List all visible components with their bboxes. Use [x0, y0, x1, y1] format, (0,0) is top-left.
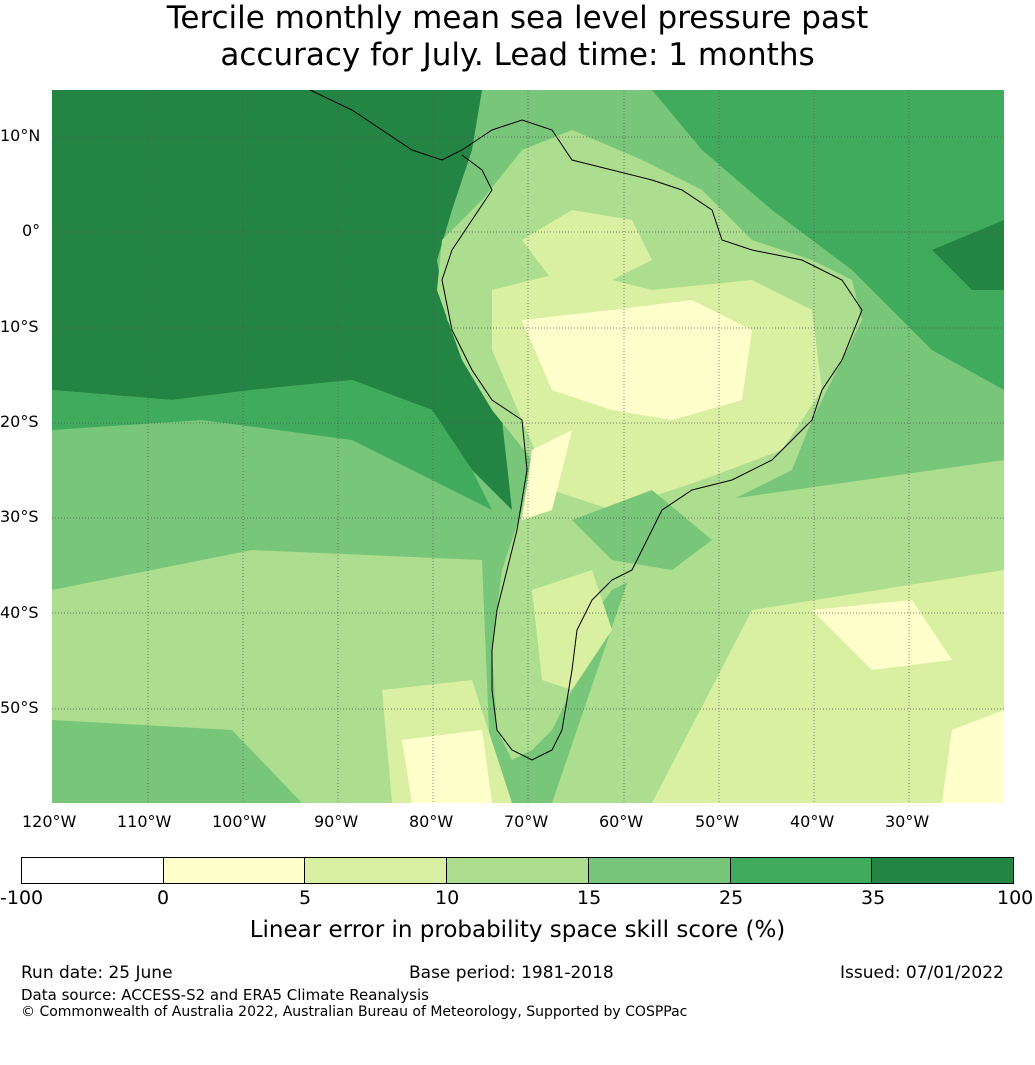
colorbar-tick: 15: [577, 887, 602, 909]
lon-label-100w: 100°W: [212, 812, 267, 831]
colorbar-label: Linear error in probability space skill …: [249, 917, 786, 943]
colorbar-swatch-4: [588, 858, 731, 883]
lon-label-70w: 70°W: [504, 812, 549, 831]
colorbar: [21, 857, 1014, 884]
lon-label-30w: 30°W: [885, 812, 930, 831]
title-line-1: Tercile monthly mean sea level pressure …: [166, 0, 869, 36]
run-date: Run date: 25 June: [21, 963, 173, 983]
copyright-notice: © Commonwealth of Australia 2022, Austra…: [21, 1004, 688, 1020]
base-period: Base period: 1981-2018: [409, 963, 614, 983]
lon-label-120w: 120°W: [22, 812, 77, 831]
colorbar-swatch-0: [22, 858, 164, 883]
skill-score-map: [52, 90, 1004, 803]
lon-label-80w: 80°W: [409, 812, 454, 831]
map-title: Tercile monthly mean sea level pressure …: [0, 0, 1035, 74]
colorbar-swatch-3: [447, 858, 589, 883]
lon-label-60w: 60°W: [599, 812, 644, 831]
lat-label-0: 0°: [22, 221, 41, 240]
colorbar-swatch-5: [730, 858, 873, 883]
colorbar-tick: 0: [157, 887, 170, 909]
lon-label-50w: 50°W: [695, 812, 740, 831]
colorbar-swatch-6: [872, 858, 1014, 883]
colorbar-swatch-1: [163, 858, 306, 883]
data-source: Data source: ACCESS-S2 and ERA5 Climate …: [21, 986, 429, 1004]
lon-label-90w: 90°W: [314, 812, 359, 831]
lat-label-10s: 10°S: [0, 317, 39, 336]
issued-date: Issued: 07/01/2022: [840, 963, 1004, 983]
colorbar-tick: 25: [719, 887, 744, 909]
lon-label-40w: 40°W: [790, 812, 835, 831]
lat-label-20s: 20°S: [0, 412, 39, 431]
colorbar-swatch-2: [305, 858, 448, 883]
lat-label-40s: 40°S: [0, 603, 39, 622]
colorbar-tick: -100: [0, 887, 44, 909]
title-line-2: accuracy for July. Lead time: 1 months: [220, 37, 815, 73]
colorbar-tick: 100: [997, 887, 1034, 909]
lon-label-110w: 110°W: [117, 812, 172, 831]
lat-label-10n: 10°N: [0, 126, 41, 145]
colorbar-tick: 5: [299, 887, 312, 909]
colorbar-tick: 10: [435, 887, 460, 909]
lat-label-30s: 30°S: [0, 507, 39, 526]
lat-label-50s: 50°S: [0, 698, 39, 717]
colorbar-tick: 35: [861, 887, 886, 909]
